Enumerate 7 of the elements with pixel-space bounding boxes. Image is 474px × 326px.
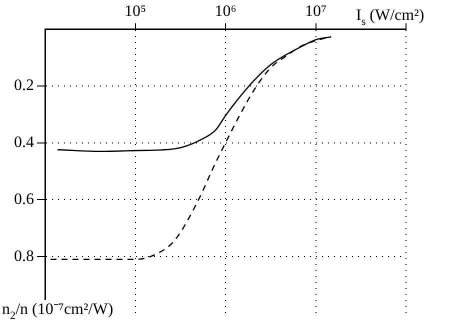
x-tick-label: 10⁷ bbox=[304, 2, 327, 20]
y-tick-label: 0.2 bbox=[14, 77, 34, 94]
y-tick-label: 0.8 bbox=[14, 248, 34, 265]
x-tick-label: 10⁵ bbox=[124, 2, 146, 20]
y-tick-label: 0.6 bbox=[14, 190, 34, 208]
x-tick-label: 10⁶ bbox=[214, 2, 236, 20]
y-tick-label: 0.4 bbox=[14, 134, 34, 152]
